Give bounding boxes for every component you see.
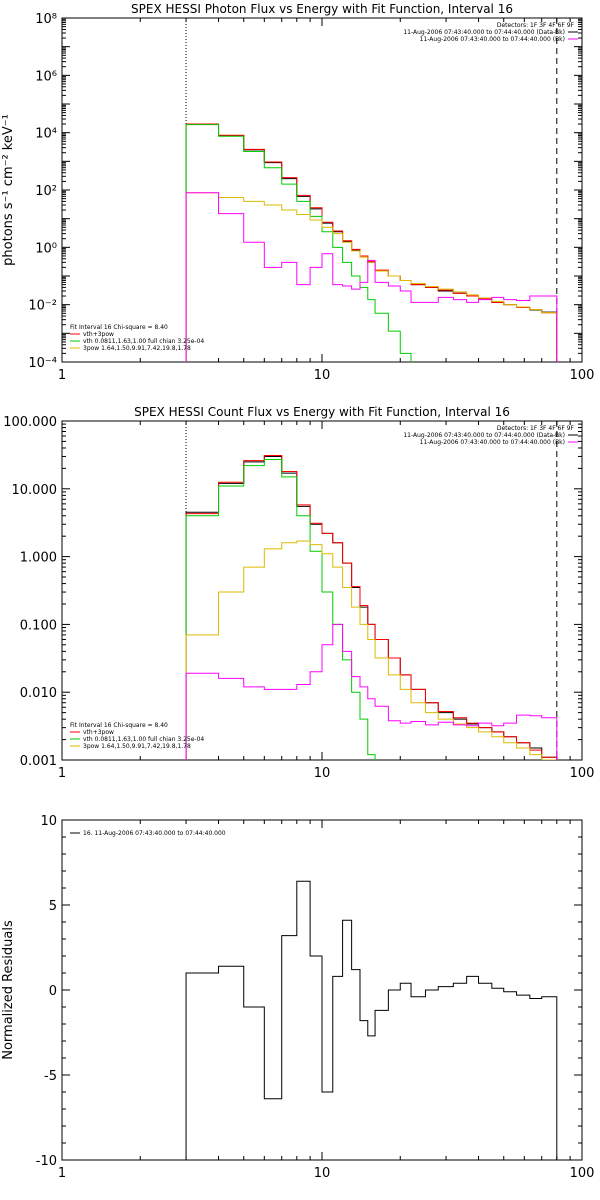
panel-2: SPEX HESSI Count Flux vs Energy with Fit… [3, 405, 594, 781]
y-tick-label: 10⁰ [35, 241, 57, 256]
series-line-Data-Bk [185, 455, 582, 760]
y-tick-label: 10 [40, 814, 57, 829]
y-tick-label: 10⁻⁴ [28, 356, 57, 371]
series-group [185, 454, 582, 760]
x-tick-label: 10 [314, 766, 331, 781]
y-tick-label: 0 [49, 984, 57, 999]
x-tick-label: 1 [58, 1166, 66, 1181]
y-axis-label: Normalized Residuals [1, 920, 16, 1060]
legend-top: 16. 11-Aug-2006 07:43:40.000 to 07:44:40… [70, 830, 226, 837]
series-line-vth [185, 124, 412, 362]
legend-bottom: Fit Interval 16 Chi-square = 8.40vth+3po… [70, 324, 204, 352]
x-axis: 1 10 100 [58, 820, 595, 1181]
y-tick-label: 10² [35, 184, 57, 199]
legend-header: Detectors: 1F 3F 4F 6F 9F [497, 425, 575, 432]
y-axis: 10⁻⁴ 10⁻² 10⁰ 10² 10⁴ 10⁶ 10⁸ [28, 12, 582, 371]
series-line-Bk [185, 623, 558, 760]
series-line-Bk [185, 192, 558, 362]
series-line-vth+3pow [185, 454, 558, 760]
series-line-vth+3pow [185, 123, 558, 362]
legend-label: 3pow 1.64,1.50,9.91,7.42,19.8,1.78 [83, 345, 191, 352]
legend-label: 3pow 1.64,1.50,9.91,7.42,19.8,1.78 [83, 743, 191, 750]
y-tick-label: 100.000 [3, 415, 57, 430]
legend-bottom: Fit Interval 16 Chi-square = 8.40vth+3po… [70, 722, 204, 750]
series-line-16. 11-Aug-2006 07:43:40.000 to 07:44:40.000 [185, 880, 558, 1160]
series-line-3pow [185, 540, 557, 760]
x-tick-label: 1 [58, 766, 66, 781]
y-tick-label: 0.010 [20, 686, 57, 701]
y-axis: -10 -5 0 5 10 [36, 814, 582, 1169]
x-axis: 1 10 100 [58, 421, 595, 781]
x-tick-label: 100 [570, 1166, 595, 1181]
legend-label: 11-Aug-2006 07:43:40.000 to 07:44:40.000… [420, 36, 565, 43]
legend-header: Fit Interval 16 Chi-square = 8.40 [70, 722, 168, 729]
y-axis-label: photons s⁻¹ cm⁻² keV⁻¹ [1, 114, 16, 266]
plot-frame [61, 17, 583, 363]
y-axis: 0.001 0.010 0.100 1.000 10.000 100.000 [3, 415, 582, 769]
legend-label: vth 0.0811,1.63,1.00 full chian 3.25e-04 [83, 338, 204, 345]
y-tick-label: -10 [36, 1154, 57, 1169]
series-line-3pow [185, 192, 558, 362]
legend-label: vth+3pow [83, 331, 114, 338]
series-line-vth [185, 459, 376, 760]
y-tick-label: 1.000 [20, 551, 57, 566]
legend-label: 11-Aug-2006 07:43:40.000 to 07:44:40.000… [403, 29, 565, 36]
series-group [185, 880, 558, 1160]
x-tick-label: 100 [570, 368, 595, 383]
y-tick-label: 10⁸ [35, 12, 57, 27]
y-tick-label: 10⁴ [35, 127, 57, 142]
y-tick-label: -5 [44, 1069, 57, 1084]
y-tick-label: 5 [49, 899, 57, 914]
y-tick-label: 0.001 [20, 754, 57, 769]
legend-label: 16. 11-Aug-2006 07:43:40.000 to 07:44:40… [83, 830, 226, 837]
y-tick-label: 10⁶ [35, 69, 57, 84]
panel-1: SPEX HESSI Photon Flux vs Energy with Fi… [1, 2, 594, 383]
legend-label: vth 0.0811,1.63,1.00 full chian 3.25e-04 [83, 736, 204, 743]
x-tick-label: 100 [570, 766, 595, 781]
x-tick-label: 1 [58, 368, 66, 383]
legend-label: vth+3pow [83, 729, 114, 736]
x-tick-label: 10 [314, 1166, 331, 1181]
chart-title: SPEX HESSI Photon Flux vs Energy with Fi… [131, 2, 513, 16]
chart-title: SPEX HESSI Count Flux vs Energy with Fit… [134, 405, 510, 419]
x-axis: 1 10 100 [58, 18, 595, 383]
series-line-Data-Bk [185, 123, 558, 362]
panel-3: 1 10 100 -10 -5 0 5 10 Normalized Residuals 16. 1… [1, 814, 594, 1181]
legend-header: Detectors: 1F 3F 4F 6F 9F [497, 22, 575, 29]
series-group [185, 123, 558, 362]
legend-header: Fit Interval 16 Chi-square = 8.40 [70, 324, 168, 331]
legend-label: 11-Aug-2006 07:43:40.000 to 07:44:40.000… [420, 439, 565, 446]
y-tick-label: 10⁻² [28, 299, 57, 314]
y-tick-label: 0.100 [20, 618, 57, 633]
legend-label: 11-Aug-2006 07:43:40.000 to 07:44:40.000… [403, 432, 565, 439]
y-tick-label: 10.000 [12, 483, 58, 498]
x-tick-label: 10 [314, 368, 331, 383]
